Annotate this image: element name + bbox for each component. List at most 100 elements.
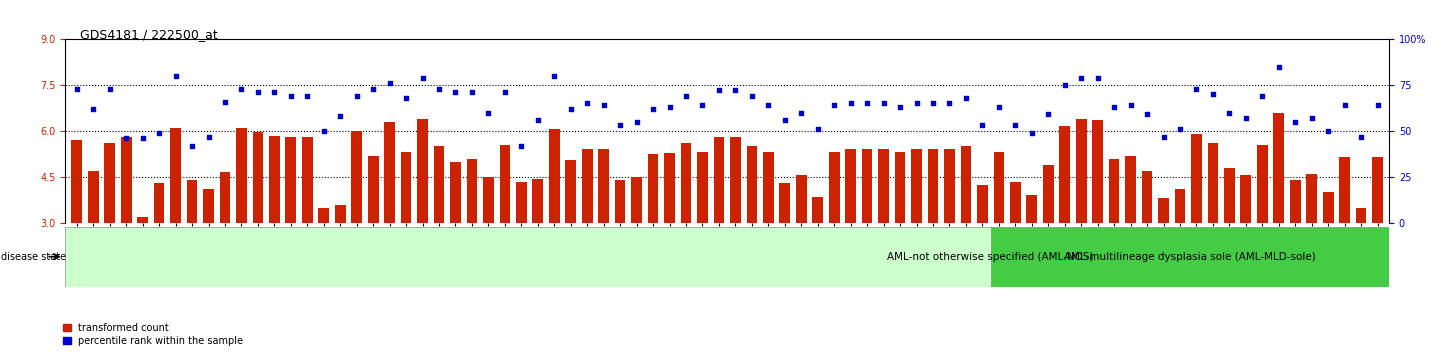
Bar — [812, 197, 824, 223]
Point — [921, 101, 944, 106]
Point — [510, 143, 534, 149]
Point — [1070, 75, 1093, 80]
Point — [247, 90, 270, 95]
Point — [296, 93, 319, 99]
Bar — [550, 129, 560, 223]
Bar — [302, 137, 313, 223]
Point — [1251, 93, 1275, 99]
Point — [1366, 102, 1389, 108]
Bar — [1241, 176, 1251, 223]
Bar — [861, 149, 873, 223]
Point — [609, 122, 632, 128]
Point — [197, 134, 220, 139]
Bar — [1174, 189, 1185, 223]
Point — [378, 80, 402, 86]
Bar — [252, 132, 264, 223]
Point — [1218, 110, 1241, 115]
Bar — [1043, 165, 1054, 223]
Bar — [203, 189, 213, 223]
Point — [658, 104, 682, 110]
Point — [394, 95, 418, 101]
Bar — [780, 183, 790, 223]
Bar — [120, 137, 132, 223]
Point — [1201, 91, 1224, 97]
Bar — [104, 143, 115, 223]
Bar — [747, 146, 757, 223]
Point — [65, 86, 88, 91]
Bar — [1141, 171, 1153, 223]
Point — [840, 101, 863, 106]
Point — [164, 73, 187, 79]
Point — [130, 136, 154, 141]
Point — [231, 86, 254, 91]
Point — [987, 104, 1011, 110]
Bar — [219, 172, 231, 223]
Point — [180, 143, 203, 149]
Point — [1021, 130, 1044, 136]
Point — [1135, 112, 1159, 117]
Bar — [1273, 113, 1285, 223]
Point — [938, 101, 961, 106]
Bar — [911, 149, 922, 223]
Point — [822, 102, 845, 108]
Bar — [1076, 119, 1086, 223]
Bar — [71, 140, 83, 223]
Point — [757, 102, 780, 108]
Bar — [729, 137, 741, 223]
Point — [905, 101, 928, 106]
Bar — [1322, 192, 1334, 223]
Bar — [450, 162, 461, 223]
Point — [1267, 64, 1290, 69]
Bar — [187, 180, 197, 223]
Point — [1333, 102, 1356, 108]
Point — [790, 110, 813, 115]
Point — [641, 106, 664, 112]
Point — [741, 93, 764, 99]
Bar — [993, 153, 1005, 223]
Bar — [1159, 199, 1169, 223]
Bar — [1372, 157, 1383, 223]
Point — [81, 106, 104, 112]
Bar — [88, 171, 99, 223]
Point — [871, 101, 895, 106]
Bar — [763, 153, 774, 223]
Bar — [138, 217, 148, 223]
Point — [477, 110, 500, 115]
Bar — [335, 205, 345, 223]
Bar — [829, 153, 840, 223]
Point — [806, 126, 829, 132]
Point — [1169, 126, 1192, 132]
Bar — [1190, 134, 1202, 223]
Bar — [631, 177, 642, 223]
Bar — [615, 180, 625, 223]
Bar — [713, 137, 725, 223]
Bar — [483, 177, 494, 223]
Bar — [286, 137, 296, 223]
Point — [674, 93, 697, 99]
Point — [1151, 134, 1174, 139]
Bar — [467, 159, 477, 223]
Bar — [1224, 168, 1235, 223]
Point — [1234, 115, 1257, 121]
Bar — [516, 182, 526, 223]
Bar — [1109, 159, 1119, 223]
Point — [1037, 112, 1060, 117]
Bar — [1060, 126, 1070, 223]
Point — [1350, 134, 1373, 139]
Point — [1185, 86, 1208, 91]
Bar — [1306, 174, 1317, 223]
Point — [148, 130, 171, 136]
Text: GDS4181 / 222500_at: GDS4181 / 222500_at — [80, 28, 218, 41]
Bar — [434, 146, 444, 223]
Point — [99, 86, 122, 91]
Bar — [1340, 157, 1350, 223]
Bar — [1011, 182, 1021, 223]
Point — [262, 90, 286, 95]
Bar — [566, 160, 576, 223]
Point — [460, 90, 483, 95]
Point — [312, 128, 335, 134]
Bar — [879, 149, 889, 223]
Bar — [1356, 208, 1366, 223]
Point — [361, 86, 384, 91]
Bar — [944, 149, 954, 223]
